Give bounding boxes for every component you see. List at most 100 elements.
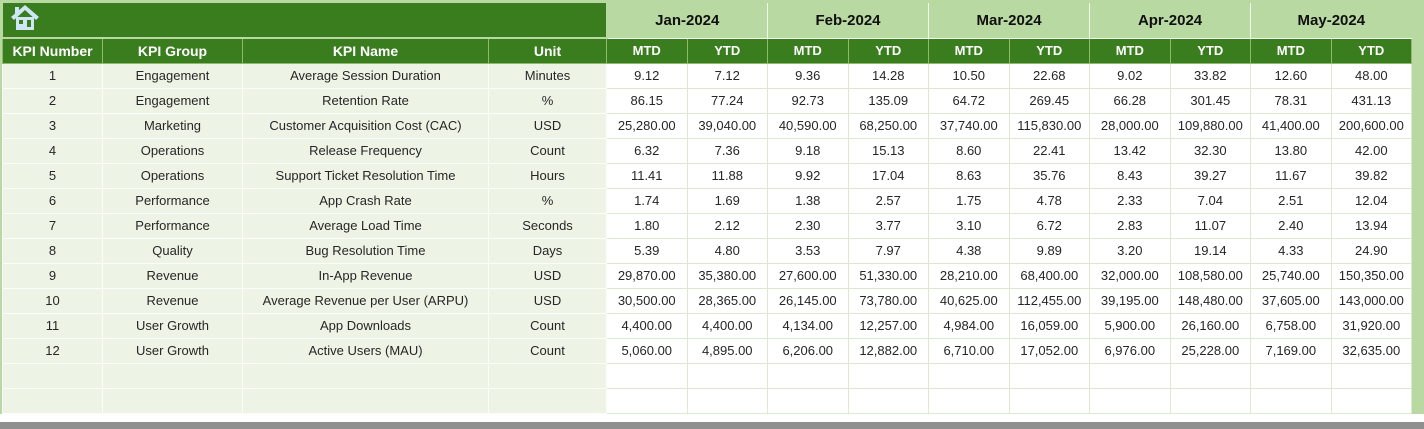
- home-header-cell: [2, 3, 608, 39]
- cell-kpi-name: App Crash Rate: [242, 187, 489, 214]
- cell-value: 1.75: [928, 187, 1010, 214]
- cell-unit: Count: [488, 337, 607, 364]
- cell-value: 40,625.00: [928, 287, 1010, 314]
- cell-value: 39.82: [1330, 162, 1413, 189]
- cell-empty: [767, 387, 849, 414]
- cell-empty: [928, 362, 1010, 389]
- cell-value: 6,758.00: [1250, 312, 1332, 339]
- cell-empty: [2, 362, 103, 389]
- cell-value: 12,882.00: [847, 337, 930, 364]
- cell-value: 3.10: [928, 212, 1010, 239]
- column-header-unit: Unit: [488, 37, 607, 64]
- cell-value: 42.00: [1330, 137, 1413, 164]
- cell-value: 16,059.00: [1008, 312, 1091, 339]
- cell-value: 3.20: [1089, 237, 1171, 264]
- cell-value: 22.41: [1008, 137, 1091, 164]
- cell-empty: [1089, 387, 1171, 414]
- cell-kpi-group: Operations: [102, 137, 243, 164]
- cell-empty: [488, 387, 607, 414]
- month-header-may: May-2024: [1250, 3, 1412, 39]
- cell-value: 109,880.00: [1169, 112, 1252, 139]
- cell-unit: Minutes: [488, 62, 607, 89]
- cell-empty: [1330, 387, 1413, 414]
- cell-kpi-number: 8: [2, 237, 103, 264]
- cell-empty: [1008, 387, 1091, 414]
- cell-value: 6,976.00: [1089, 337, 1171, 364]
- cell-value: 78.31: [1250, 87, 1332, 114]
- cell-value: 150,350.00: [1330, 262, 1413, 289]
- cell-kpi-number: 4: [2, 137, 103, 164]
- cell-value: 51,330.00: [847, 262, 930, 289]
- month-header-row: Jan-2024 Feb-2024 Mar-2024 Apr-2024 May-…: [2, 3, 1412, 39]
- cell-kpi-group: Quality: [102, 237, 243, 264]
- table-row: 1 Engagement Average Session Duration Minut…: [2, 62, 1413, 89]
- cell-value: 2.33: [1089, 187, 1171, 214]
- cell-value: 2.57: [847, 187, 930, 214]
- cell-value: 17,052.00: [1008, 337, 1091, 364]
- cell-value: 64.72: [928, 87, 1010, 114]
- cell-value: 25,280.00: [606, 112, 688, 139]
- cell-value: 28,365.00: [686, 287, 768, 314]
- empty-table-row: [2, 387, 1413, 414]
- cell-value: 4.78: [1008, 187, 1091, 214]
- cell-unit: USD: [488, 287, 607, 314]
- table-row: 6 Performance App Crash Rate% 1.74 1.69 1.38 2…: [2, 187, 1413, 214]
- cell-kpi-group: User Growth: [102, 337, 243, 364]
- cell-value: 32.30: [1169, 137, 1252, 164]
- cell-value: 269.45: [1008, 87, 1091, 114]
- cell-value: 15.13: [847, 137, 930, 164]
- cell-value: 92.73: [767, 87, 849, 114]
- cell-value: 9.12: [606, 62, 688, 89]
- cell-value: 2.12: [686, 212, 768, 239]
- cell-value: 37,740.00: [928, 112, 1010, 139]
- cell-value: 1.69: [686, 187, 768, 214]
- month-header-feb: Feb-2024: [766, 3, 929, 39]
- home-icon-glyph: [10, 4, 39, 30]
- cell-value: 135.09: [847, 87, 930, 114]
- cell-empty: [1008, 362, 1091, 389]
- cell-value: 39.27: [1169, 162, 1252, 189]
- cell-value: 37,605.00: [1250, 287, 1332, 314]
- cell-kpi-name: Average Revenue per User (ARPU): [242, 287, 489, 314]
- cell-value: 29,870.00: [606, 262, 688, 289]
- cell-value: 41,400.00: [1250, 112, 1332, 139]
- cell-value: 12.60: [1250, 62, 1332, 89]
- cell-kpi-number: 11: [2, 312, 103, 339]
- cell-kpi-number: 6: [2, 187, 103, 214]
- column-header-row: KPI Number KPI Group KPI Name Unit MTD Y…: [2, 37, 1413, 64]
- column-header-mtd: MTD: [1089, 37, 1171, 64]
- cell-empty: [488, 362, 607, 389]
- cell-value: 30,500.00: [606, 287, 688, 314]
- cell-value: 9.02: [1089, 62, 1171, 89]
- column-header-kpi-group: KPI Group: [102, 37, 243, 64]
- cell-value: 13.42: [1089, 137, 1171, 164]
- cell-value: 31,920.00: [1330, 312, 1413, 339]
- cell-value: 4.80: [686, 237, 768, 264]
- cell-value: 10.50: [928, 62, 1010, 89]
- column-header-mtd: MTD: [1250, 37, 1332, 64]
- table-row: 3 Marketing Customer Acquisition Cost (CAC…: [2, 112, 1413, 139]
- cell-value: 4.33: [1250, 237, 1332, 264]
- cell-value: 7.12: [686, 62, 768, 89]
- cell-empty: [1330, 362, 1413, 389]
- cell-value: 28,000.00: [1089, 112, 1171, 139]
- table-row: 9 Revenue In-App Revenue USD 29,870.00 35,380…: [2, 262, 1413, 289]
- cell-value: 25,740.00: [1250, 262, 1332, 289]
- column-header-mtd: MTD: [606, 37, 688, 64]
- home-icon[interactable]: [10, 4, 40, 32]
- cell-unit: Count: [488, 137, 607, 164]
- cell-unit: USD: [488, 262, 607, 289]
- cell-value: 9.89: [1008, 237, 1091, 264]
- cell-value: 11.07: [1169, 212, 1252, 239]
- cell-kpi-group: Performance: [102, 212, 243, 239]
- cell-kpi-name: App Downloads: [242, 312, 489, 339]
- cell-empty: [1169, 362, 1252, 389]
- cell-kpi-group: Engagement: [102, 87, 243, 114]
- cell-empty: [242, 387, 489, 414]
- cell-value: 68,400.00: [1008, 262, 1091, 289]
- cell-kpi-group: Revenue: [102, 287, 243, 314]
- cell-kpi-name: Release Frequency: [242, 137, 489, 164]
- cell-value: 4,134.00: [767, 312, 849, 339]
- window-bottom-edge: [0, 421, 1424, 429]
- table-row: 10 Revenue Average Revenue per User (ARPU)…: [2, 287, 1413, 314]
